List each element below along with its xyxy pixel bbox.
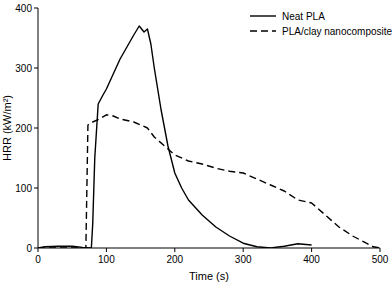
legend-swatch — [250, 30, 276, 31]
x-tick — [38, 248, 39, 252]
x-tick-label: 100 — [98, 254, 115, 265]
x-tick-label: 500 — [372, 254, 389, 265]
y-tick — [34, 8, 38, 9]
x-tick-label: 0 — [35, 254, 41, 265]
chart: 0 100 200 300 400 500 0 100 200 300 400 Time (s) HRR… — [0, 0, 392, 290]
plot-lines — [38, 26, 380, 248]
legend-label: Neat PLA — [282, 11, 325, 22]
x-tick-label: 400 — [303, 254, 320, 265]
x-tick-label: 300 — [235, 254, 252, 265]
series-line — [38, 26, 312, 248]
y-axis-label: HRR (kW/m²) — [1, 95, 13, 161]
legend-swatch — [250, 15, 276, 16]
x-tick — [311, 248, 312, 252]
y-tick — [34, 188, 38, 189]
y-tick — [34, 128, 38, 129]
x-tick — [106, 248, 107, 252]
x-tick — [380, 248, 381, 252]
x-tick — [174, 248, 175, 252]
y-tick-label: 400 — [15, 3, 32, 14]
y-tick — [34, 68, 38, 69]
y-tick-label: 200 — [15, 123, 32, 134]
y-tick-label: 100 — [15, 183, 32, 194]
x-axis-label: Time (s) — [189, 270, 229, 282]
y-tick — [34, 248, 38, 249]
y-tick-label: 0 — [26, 243, 32, 254]
x-tick — [243, 248, 244, 252]
series-line — [38, 115, 380, 248]
legend-label: PLA/clay nanocomposite — [282, 26, 392, 37]
legend: Neat PLA PLA/clay nanocomposite — [250, 11, 392, 37]
x-tick-label: 200 — [166, 254, 183, 265]
y-tick-label: 300 — [15, 63, 32, 74]
